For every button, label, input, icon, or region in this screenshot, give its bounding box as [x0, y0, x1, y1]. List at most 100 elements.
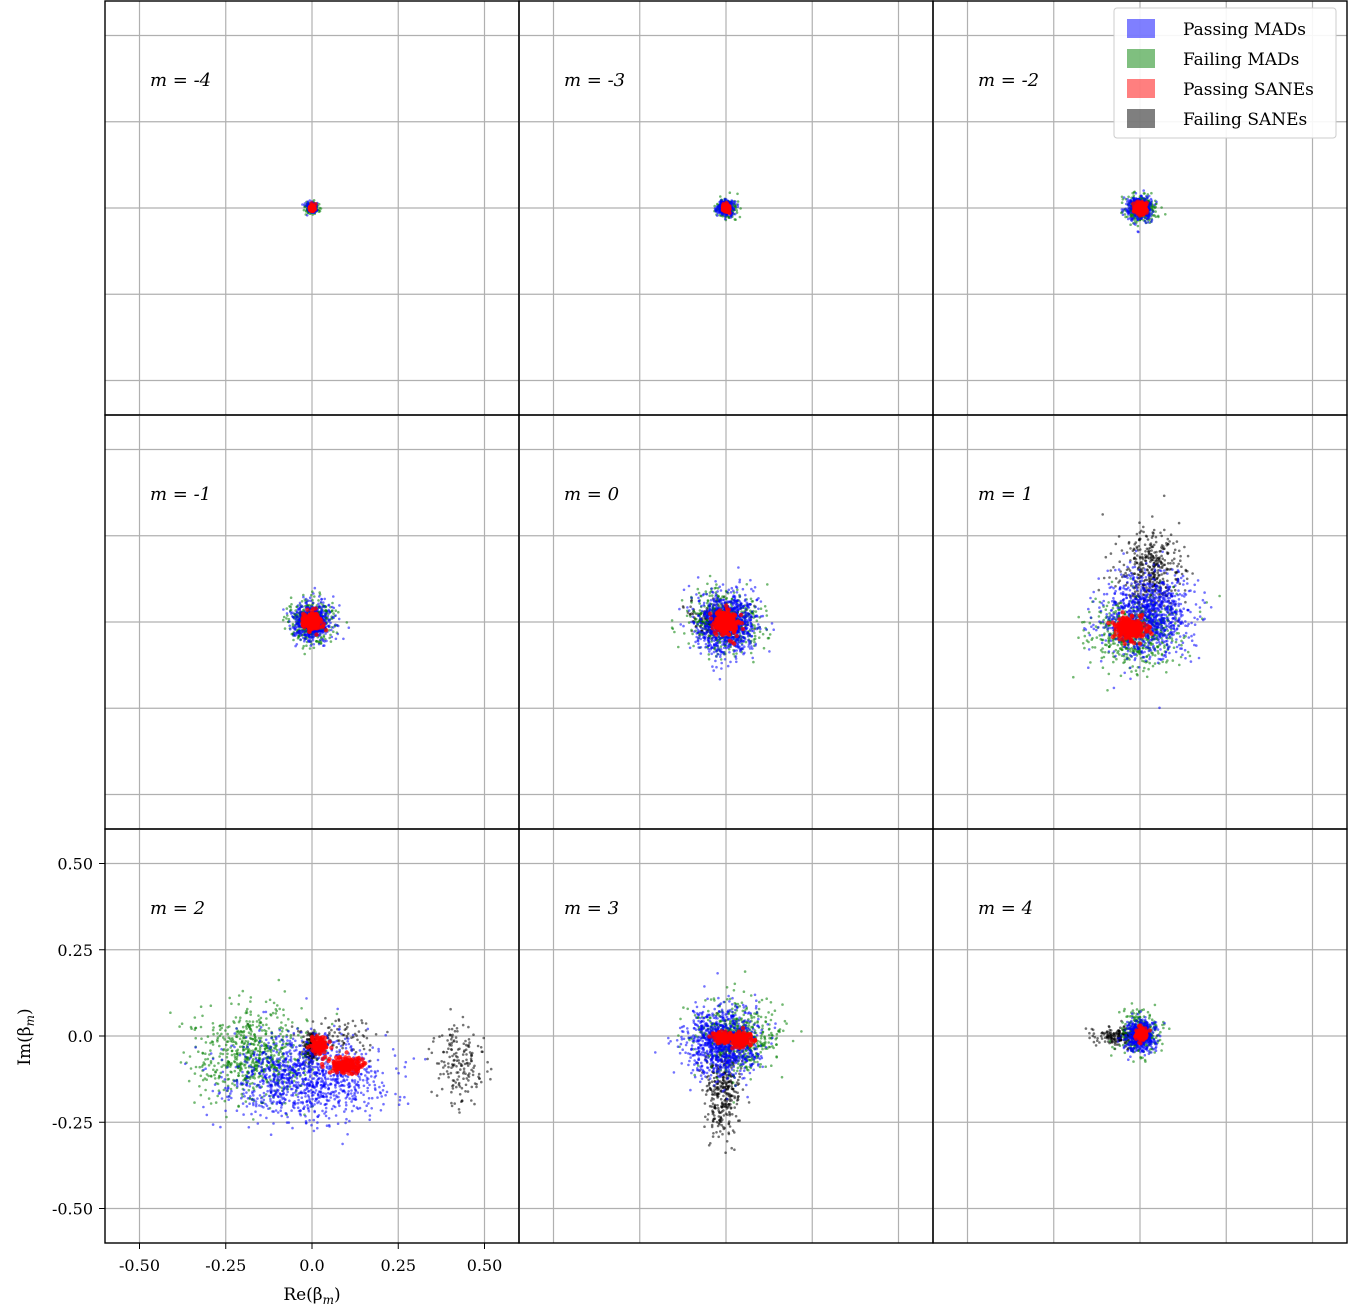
scatter-point [1146, 221, 1150, 224]
scatter-point [342, 637, 345, 641]
scatter-point [711, 611, 715, 614]
scatter-point [766, 583, 769, 586]
scatter-point [323, 628, 329, 633]
scatter-point [747, 645, 750, 648]
scatter-point [1121, 198, 1125, 201]
scatter-point [327, 618, 330, 622]
scatter-point [699, 646, 703, 649]
scatter-point [285, 612, 289, 615]
scatter-point [320, 635, 323, 639]
scatter-point [718, 677, 722, 681]
scatter-point [753, 586, 757, 589]
scatter-point [1121, 213, 1125, 216]
scatter-point [706, 614, 709, 617]
scatter-point [670, 626, 674, 629]
scatter-point [715, 648, 718, 651]
scatter-point [314, 623, 320, 628]
scatter-point [702, 627, 705, 631]
scatter-point [317, 602, 320, 606]
scatter-point [752, 660, 755, 664]
scatter-point [759, 600, 763, 603]
scatter-point [686, 606, 689, 609]
scatter-point [682, 588, 686, 592]
scatter-point [705, 620, 708, 624]
scatter-point [285, 607, 289, 610]
scatter-point [337, 617, 341, 621]
scatter-point [1120, 195, 1124, 199]
scatter-point [735, 591, 739, 594]
scatter-point [768, 633, 772, 636]
scatter-point [338, 604, 341, 607]
scatter-point [696, 587, 700, 591]
scatter-point [318, 209, 322, 213]
scatter-point [1124, 207, 1128, 211]
scatter-point [750, 600, 754, 603]
scatter-point [302, 644, 305, 648]
scatter-point [765, 609, 768, 613]
scatter-point [301, 630, 305, 633]
scatter-point [755, 619, 759, 622]
scatter-point [313, 586, 317, 590]
scatter-point [319, 207, 323, 210]
scatter-point [749, 640, 752, 643]
scatter-point [289, 596, 293, 599]
scatter-point [696, 622, 700, 626]
scatter-point [690, 596, 693, 600]
scatter-point [298, 629, 302, 632]
scatter-point [705, 592, 709, 596]
scatter-point [710, 587, 713, 590]
scatter-point [733, 202, 737, 206]
scatter-point [677, 645, 680, 649]
scatter-point [739, 207, 742, 210]
scatter-point [718, 585, 721, 589]
scatter-point [1143, 216, 1146, 220]
scatter-point [297, 631, 300, 634]
scatter-point [332, 612, 335, 615]
scatter-point [314, 617, 319, 622]
scatter-point [690, 620, 693, 624]
scatter-point [318, 604, 321, 608]
scatter-point [692, 644, 695, 648]
scatter-point [718, 641, 722, 644]
scatter-point [686, 609, 689, 613]
scatter-point [763, 605, 767, 608]
scatter-point [312, 646, 316, 650]
scatter-point [1134, 206, 1139, 211]
scatter-point [734, 204, 737, 208]
scatter-point [687, 621, 691, 624]
scatter-point [309, 608, 314, 614]
scatter-point [732, 207, 735, 210]
scatter-point [717, 635, 721, 638]
scatter-point [1139, 217, 1143, 220]
scatter-point [302, 208, 306, 212]
scatter-point [702, 636, 705, 639]
scatter-point [296, 604, 300, 607]
scatter-point [757, 607, 760, 611]
scatter-point [680, 599, 684, 602]
scatter-point [735, 649, 738, 652]
scatter-point [692, 620, 696, 624]
scatter-points [281, 586, 351, 656]
scatter-point [721, 640, 724, 643]
scatter-point [334, 614, 337, 617]
scatter-point [714, 209, 717, 212]
scatter-point [708, 608, 712, 612]
scatter-point [750, 587, 753, 591]
scatter-point [694, 618, 697, 621]
scatter-point [294, 615, 298, 618]
scatter-point [317, 599, 320, 602]
scatter-point [725, 596, 729, 600]
scatter-point [308, 637, 312, 641]
scatter-point [315, 639, 319, 643]
scatter-point [728, 643, 731, 647]
scatter-point [732, 652, 735, 656]
scatter-point [1143, 192, 1146, 195]
scatter-point [287, 617, 291, 621]
scatter-point [1129, 204, 1133, 208]
scatter-point [327, 604, 330, 607]
scatter-point [723, 217, 727, 221]
scatter-point [336, 632, 340, 636]
scatter-point [727, 600, 730, 604]
scatter-point [704, 613, 707, 617]
scatter-point [711, 665, 714, 668]
